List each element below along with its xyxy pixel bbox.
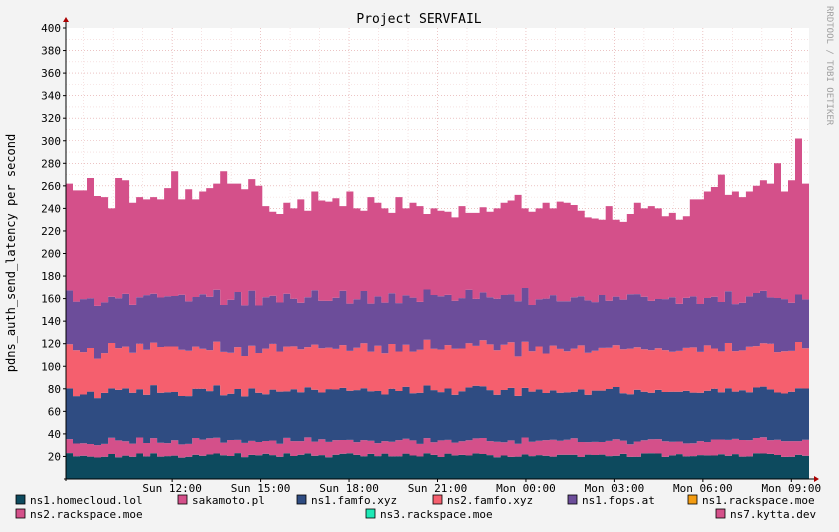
x-tick-label: Mon 06:00	[673, 482, 733, 495]
legend: ns1.homecloud.lol sakamoto.pl ns1.famfo.xy…	[15, 494, 816, 521]
x-tick-label: Mon 09:00	[762, 482, 822, 495]
series-area-sakamoto-pl	[66, 437, 809, 458]
series-areas	[66, 138, 809, 479]
watermark: RRDTOOL / TOBI OETIKER	[824, 6, 834, 126]
legend-swatch	[177, 494, 188, 505]
y-tick-label: 320	[41, 112, 61, 125]
legend-label: ns7.kytta.dev	[730, 508, 816, 521]
y-tick-label: 60	[48, 405, 61, 418]
legend-label: ns1.homecloud.lol	[30, 494, 143, 507]
x-tick-label: Mon 00:00	[496, 482, 556, 495]
y-axis-arrow	[63, 17, 69, 22]
y-tick-labels: 20 40 60 80 100 120 140 160 180 200 220 240 260 280 30…	[41, 22, 61, 463]
y-tick-label: 260	[41, 180, 61, 193]
y-tick-label: 280	[41, 157, 61, 170]
legend-label: ns2.rackspace.moe	[30, 508, 143, 521]
series-area-ns2-famfo-xyz	[66, 339, 809, 399]
chart-title: Project SERVFAIL	[356, 12, 481, 27]
x-axis-arrow	[814, 476, 819, 482]
series-area-ns1-fops-at	[66, 288, 809, 359]
y-tick-label: 120	[41, 338, 61, 351]
x-tick-label: Sun 15:00	[231, 482, 291, 495]
axes	[63, 17, 819, 482]
legend-swatch	[432, 494, 443, 505]
series-area-ns1-homecloud-lol	[66, 453, 809, 479]
x-tick-label: Sun 12:00	[142, 482, 202, 495]
legend-swatch	[15, 494, 26, 505]
legend-label: ns1.famfo.xyz	[311, 494, 397, 507]
y-tick-label: 160	[41, 293, 61, 306]
y-tick-label: 20	[48, 450, 61, 463]
legend-swatch	[715, 508, 726, 519]
x-tick-labels: Sun 12:00 Sun 15:00 Sun 18:00 Sun 21:00 Mon …	[142, 482, 821, 495]
y-tick-label: 200	[41, 248, 61, 261]
y-tick-label: 140	[41, 315, 61, 328]
y-tick-label: 180	[41, 270, 61, 283]
series-area-ns1-famfo-xyz	[66, 385, 809, 446]
legend-swatch	[567, 494, 578, 505]
legend-label: ns1.rackspace.moe	[702, 494, 815, 507]
y-axis-label: pdns_auth_send_latency per second	[4, 134, 18, 372]
legend-swatch	[296, 494, 307, 505]
legend-label: ns1.fops.at	[582, 494, 655, 507]
legend-label: ns3.rackspace.moe	[380, 508, 493, 521]
x-tick-label: Mon 03:00	[585, 482, 645, 495]
y-tick-label: 400	[41, 22, 61, 35]
x-tick-label: Sun 18:00	[319, 482, 379, 495]
y-tick-label: 220	[41, 225, 61, 238]
y-tick-label: 360	[41, 67, 61, 80]
legend-swatch	[15, 508, 26, 519]
legend-swatch	[365, 508, 376, 519]
y-tick-label: 80	[48, 383, 61, 396]
y-tick-label: 300	[41, 135, 61, 148]
legend-swatch	[687, 494, 698, 505]
x-tick-label: Sun 21:00	[408, 482, 468, 495]
y-tick-label: 240	[41, 202, 61, 215]
legend-label: sakamoto.pl	[192, 494, 265, 507]
legend-label: ns2.famfo.xyz	[447, 494, 533, 507]
y-tick-label: 100	[41, 360, 61, 373]
y-tick-label: 380	[41, 45, 61, 58]
y-tick-label: 40	[48, 428, 61, 441]
series-area-ns2-rackspace-moe	[66, 138, 809, 306]
y-tick-label: 340	[41, 90, 61, 103]
